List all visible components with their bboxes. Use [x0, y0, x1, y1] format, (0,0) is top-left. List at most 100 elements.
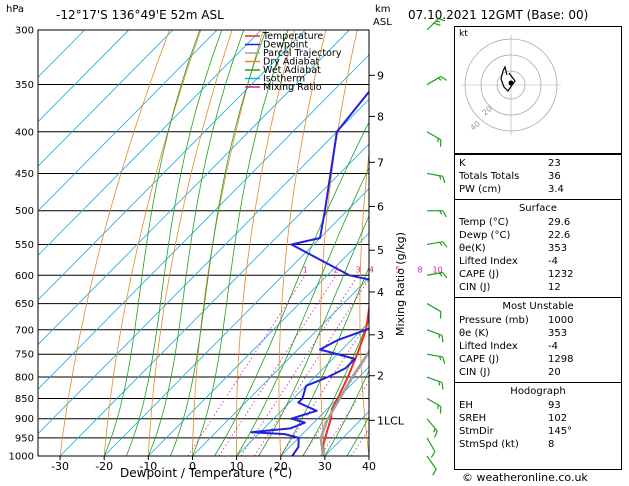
storm-motion-marker [508, 80, 514, 86]
km-tick-label: 7 [377, 156, 384, 169]
location-label: -12°17'S 136°49'E 52m ASL [56, 8, 224, 22]
wet-adiabat [170, 30, 267, 456]
index-value: 23 [548, 158, 561, 169]
isotherm-line [148, 232, 369, 456]
x-tick-label: -20 [95, 460, 113, 473]
wet-adiabat [103, 30, 201, 456]
hodo-value: 93 [548, 400, 561, 411]
km-tick-label: 9 [377, 69, 384, 82]
x-tick-label: 40 [362, 460, 376, 473]
pressure-tick-label: 400 [15, 127, 34, 138]
x-tick-label: -30 [51, 460, 69, 473]
mu-name: θe (K) [459, 328, 489, 339]
wind-barb [426, 353, 446, 364]
surface-value: 12 [548, 282, 561, 293]
km-tick-label: 6 [377, 200, 384, 213]
isotherm-line [38, 98, 369, 435]
wind-barb [426, 18, 446, 31]
isotherm-line [38, 54, 369, 390]
wet-adiabat [125, 30, 223, 456]
isotherm-line [38, 30, 262, 256]
mu-value: 353 [548, 328, 568, 339]
dry-adiabat [59, 30, 170, 456]
legend-label: Wet Adiabat [263, 65, 321, 76]
isotherm-line [38, 30, 306, 301]
legend-label: Mixing Ratio [263, 82, 322, 93]
isotherm-line [38, 30, 218, 212]
hodo-value: 145° [548, 426, 573, 437]
pressure-tick-label: 700 [15, 325, 34, 336]
mixing-ratio-line [253, 278, 369, 456]
x-tick-label: 0 [189, 460, 196, 473]
hodo-ring-label-20: 20 [481, 104, 495, 117]
hodograph-kt-label: kt [459, 29, 468, 39]
hodo-name: StmSpd (kt) [459, 439, 519, 450]
wind-barb [426, 303, 442, 319]
pressure-tick-label: 650 [15, 299, 34, 310]
x-tick-label: 30 [318, 460, 332, 473]
mu-name: CAPE (J) [459, 354, 500, 365]
skewt-series [250, 90, 369, 456]
wind-barb [426, 172, 446, 184]
wind-barb [427, 210, 447, 218]
most-unstable-title: Most Unstable [502, 301, 574, 312]
wind-barb [426, 437, 436, 458]
surface-value: 29.6 [548, 217, 571, 228]
wind-barb [426, 418, 438, 438]
surface-name: θe(K) [459, 243, 486, 254]
legend-label: Parcel Trajectory [263, 48, 342, 59]
x-axis-title: Dewpoint / Temperature (°C) [120, 466, 293, 480]
pressure-tick-label: 950 [15, 433, 34, 444]
wind-barb [426, 376, 444, 390]
isotherm-line [38, 30, 85, 78]
temperature-series [321, 302, 369, 456]
surface-name: Lifted Index [459, 256, 518, 267]
mu-value: 1298 [548, 354, 574, 365]
skewt-grid [38, 30, 454, 456]
mu-value: 1000 [548, 315, 574, 326]
wet-adiabat [236, 166, 369, 456]
isotherm-line [38, 30, 174, 167]
isotherm-line [38, 30, 130, 123]
hodo-name: SREH [459, 413, 487, 424]
surface-name: Temp (°C) [459, 217, 509, 228]
skewt-chart: 3003504004505005506006507007508008509009… [9, 18, 454, 476]
wet-adiabat [258, 214, 369, 456]
pressure-tick-label: 550 [15, 240, 34, 251]
isotherm-line [236, 321, 369, 456]
wind-barb [426, 329, 444, 343]
hodo-value: 8 [548, 439, 555, 450]
legend-label: Temperature [262, 31, 323, 42]
wet-adiabat [147, 30, 245, 456]
mu-name: CIN (J) [459, 367, 491, 378]
pressure-tick-label: 900 [15, 414, 34, 425]
mixing-ratio-label: 8 [417, 265, 422, 274]
mixing-ratio-label: 5 [395, 265, 400, 274]
isotherm-line [280, 366, 369, 456]
wet-adiabat [214, 121, 369, 456]
dry-adiabat [278, 30, 327, 456]
wind-barb [426, 131, 442, 147]
wind-barb [426, 241, 448, 248]
hodo-name: StmDir [459, 426, 494, 437]
mixing-ratio-label: 2 [334, 265, 339, 274]
legend-label: Isotherm [263, 74, 305, 85]
wet-adiabat [302, 318, 369, 456]
km-tick-label: 8 [377, 110, 384, 123]
legend-label: Dewpoint [263, 40, 308, 51]
x-tick-label: 20 [274, 460, 288, 473]
surface-name: CIN (J) [459, 282, 491, 293]
mixing-ratio-label: 1 [303, 265, 308, 274]
wet-adiabat [192, 30, 289, 456]
isotherm-line [59, 143, 369, 456]
pressure-tick-label: 750 [15, 350, 34, 361]
surface-value: 22.6 [548, 230, 571, 241]
dry-adiabat [147, 30, 233, 456]
surface-value: 353 [548, 243, 568, 254]
dry-adiabat [103, 30, 202, 456]
km-label: km [375, 4, 391, 15]
date-label: 07.10.2021 12GMT (Base: 00) [408, 8, 589, 22]
mixing-ratio-line [382, 275, 454, 456]
wind-barb [426, 76, 448, 86]
mixing-ratio-line [320, 380, 369, 456]
